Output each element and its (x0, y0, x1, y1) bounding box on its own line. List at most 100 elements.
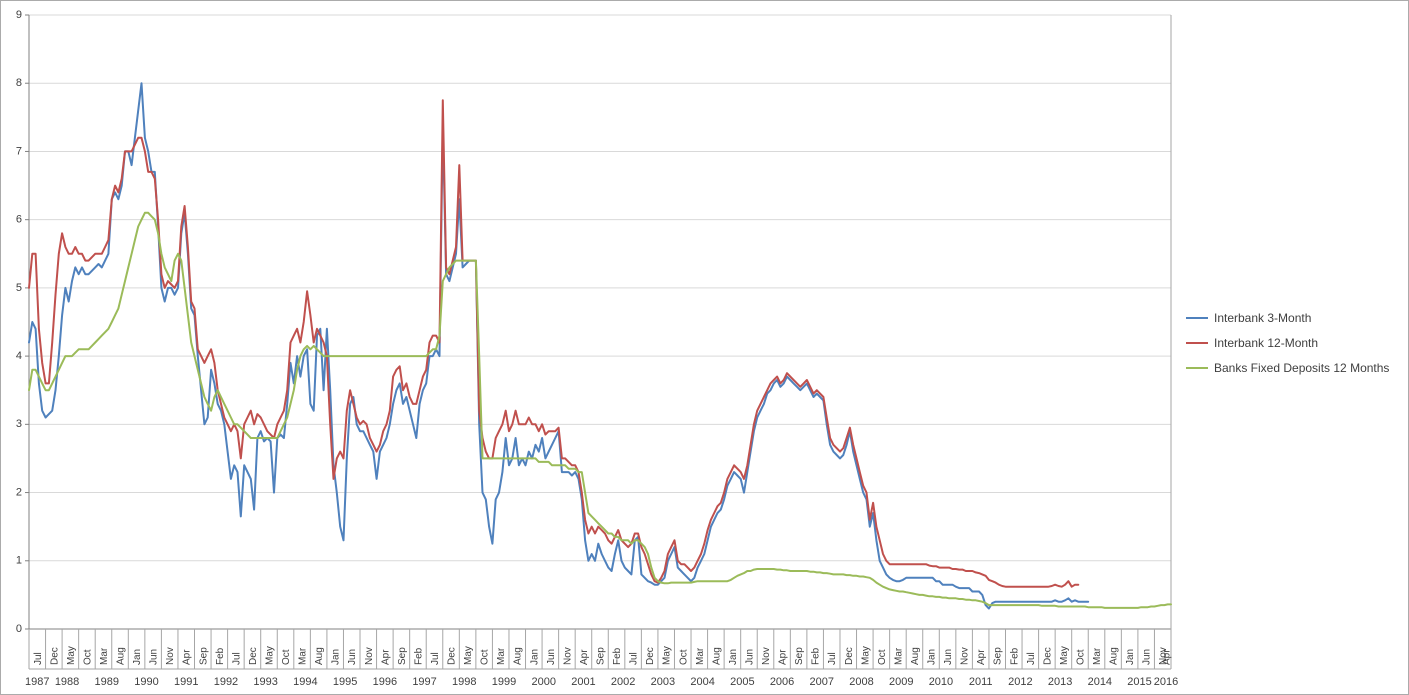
svg-text:1996: 1996 (373, 676, 397, 688)
svg-text:Nov: Nov (165, 647, 176, 665)
svg-text:Apr: Apr (380, 649, 391, 665)
svg-text:Jul: Jul (1026, 652, 1037, 665)
svg-text:Oct: Oct (82, 649, 93, 665)
svg-text:1990: 1990 (134, 676, 158, 688)
svg-text:Jun: Jun (149, 649, 160, 665)
svg-text:1989: 1989 (95, 676, 119, 688)
svg-text:Apr: Apr (976, 649, 987, 665)
svg-text:Apr: Apr (778, 649, 789, 665)
legend-line-swatch (1186, 317, 1208, 319)
svg-text:1988: 1988 (55, 676, 79, 688)
svg-text:2: 2 (16, 486, 22, 498)
svg-text:2016: 2016 (1154, 676, 1178, 688)
svg-text:May: May (860, 646, 871, 665)
svg-text:Nov: Nov (1158, 647, 1169, 665)
x-axis-months: Jul Dec May Oct Mar Aug Jan Jun Nov Apr Sep Feb Jul D… (28, 629, 1173, 670)
legend: Interbank 3-Month Interbank 12-Month Ban… (1186, 311, 1389, 375)
y-axis: 0 1 2 3 4 5 6 7 8 9 (16, 9, 1172, 669)
svg-text:1994: 1994 (293, 676, 317, 688)
legend-item-interbank-3-month[interactable]: Interbank 3-Month (1186, 311, 1389, 325)
svg-text:1999: 1999 (492, 676, 516, 688)
svg-text:May: May (463, 646, 474, 665)
svg-text:2005: 2005 (730, 676, 754, 688)
svg-text:Jan: Jan (1125, 649, 1136, 665)
svg-text:2011: 2011 (969, 676, 993, 688)
svg-text:Mar: Mar (496, 647, 507, 665)
svg-text:8: 8 (16, 77, 22, 89)
svg-text:2002: 2002 (611, 676, 635, 688)
svg-text:Oct: Oct (877, 649, 888, 665)
svg-text:1993: 1993 (253, 676, 277, 688)
svg-text:Feb: Feb (215, 647, 226, 665)
svg-text:Jun: Jun (546, 649, 557, 665)
svg-text:1: 1 (16, 555, 22, 567)
legend-label: Banks Fixed Deposits 12 Months (1214, 361, 1390, 375)
svg-text:Apr: Apr (182, 649, 193, 665)
svg-text:Feb: Feb (413, 647, 424, 665)
svg-text:May: May (66, 646, 77, 665)
svg-text:May: May (264, 646, 275, 665)
svg-text:May: May (1059, 646, 1070, 665)
svg-text:Sep: Sep (794, 647, 805, 665)
svg-text:2000: 2000 (531, 676, 555, 688)
legend-label: Interbank 12-Month (1214, 336, 1319, 350)
legend-item-interbank-12-month[interactable]: Interbank 12-Month (1186, 336, 1389, 350)
svg-text:Dec: Dec (1042, 647, 1053, 665)
svg-text:6: 6 (16, 214, 22, 226)
svg-text:Mar: Mar (99, 647, 110, 665)
svg-text:0: 0 (16, 623, 22, 635)
legend-item-banks-fixed-deposits[interactable]: Banks Fixed Deposits 12 Months (1186, 361, 1389, 375)
svg-text:Jun: Jun (347, 649, 358, 665)
svg-text:Oct: Oct (281, 649, 292, 665)
svg-text:2006: 2006 (770, 676, 794, 688)
svg-text:Jul: Jul (629, 652, 640, 665)
svg-text:Jun: Jun (1142, 649, 1153, 665)
svg-text:Dec: Dec (447, 647, 458, 665)
svg-text:2004: 2004 (690, 676, 714, 688)
svg-text:Oct: Oct (480, 649, 491, 665)
svg-text:Aug: Aug (513, 647, 524, 665)
svg-text:2003: 2003 (651, 676, 675, 688)
svg-text:Dec: Dec (49, 647, 60, 665)
svg-text:Oct: Oct (678, 649, 689, 665)
svg-text:Apr: Apr (1162, 649, 1173, 665)
gridlines (29, 14, 1171, 630)
svg-text:Jul: Jul (430, 652, 441, 665)
svg-text:Aug: Aug (116, 647, 127, 665)
svg-text:3: 3 (16, 418, 22, 430)
svg-text:Jul: Jul (33, 652, 44, 665)
svg-text:Jul: Jul (231, 652, 242, 665)
svg-text:4: 4 (16, 350, 22, 362)
svg-text:Mar: Mar (1092, 647, 1103, 665)
series-line-interbank-3-month[interactable] (28, 82, 1090, 610)
svg-text:Feb: Feb (612, 647, 623, 665)
svg-text:Jun: Jun (744, 649, 755, 665)
svg-text:1992: 1992 (214, 676, 238, 688)
svg-text:Jul: Jul (827, 652, 838, 665)
legend-line-swatch (1186, 367, 1208, 369)
svg-text:2012: 2012 (1008, 676, 1032, 688)
svg-text:Sep: Sep (596, 647, 607, 665)
svg-text:Aug: Aug (711, 647, 722, 665)
svg-text:Nov: Nov (562, 647, 573, 665)
svg-text:2014: 2014 (1088, 676, 1112, 688)
svg-text:Sep: Sep (198, 647, 209, 665)
svg-text:Nov: Nov (960, 647, 971, 665)
svg-text:Apr: Apr (579, 649, 590, 665)
svg-text:Feb: Feb (811, 647, 822, 665)
svg-text:1998: 1998 (452, 676, 476, 688)
svg-text:Jan: Jan (331, 649, 342, 665)
svg-text:Aug: Aug (1109, 647, 1120, 665)
series-line-interbank-12-month[interactable] (28, 99, 1080, 588)
svg-text:Sep: Sep (397, 647, 408, 665)
svg-text:2001: 2001 (571, 676, 595, 688)
svg-text:7: 7 (16, 145, 22, 157)
svg-text:Dec: Dec (645, 647, 656, 665)
svg-text:1991: 1991 (174, 676, 198, 688)
svg-text:2010: 2010 (929, 676, 953, 688)
svg-text:Oct: Oct (1075, 649, 1086, 665)
series-line-banks-fixed-deposits-12-months[interactable] (28, 211, 1172, 609)
svg-text:Jun: Jun (943, 649, 954, 665)
